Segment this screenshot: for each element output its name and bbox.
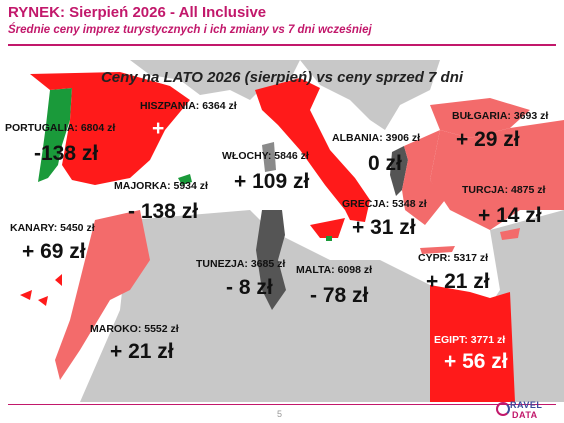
label-egipt: EGIPT: 3771 zł: [434, 334, 506, 346]
change-maroko: + 21 zł: [110, 340, 174, 363]
label-cypr: CYPR: 5317 zł: [418, 252, 489, 264]
mediterranean-map: [0, 60, 564, 402]
region-majorka: [178, 174, 192, 185]
label-maroko: MAROKO: 5552 zł: [90, 323, 179, 335]
label-malta: MALTA: 6098 zł: [296, 264, 373, 276]
change-bulgaria: + 29 zł: [456, 128, 520, 151]
label-bulgaria: BUŁGARIA: 3693 zł: [452, 110, 549, 122]
logo-text-1: RAVEL: [510, 400, 543, 410]
region-kanary-3: [55, 274, 62, 286]
map-title: Ceny na LATO 2026 (sierpień) vs ceny spr…: [100, 69, 464, 86]
region-maroko: [55, 210, 150, 380]
label-turcja: TURCJA: 4875 zł: [462, 184, 546, 196]
region-kanary-1: [20, 290, 32, 300]
change-tunezja: - 8 zł: [226, 276, 273, 299]
change-hiszpania: + 147 zł: [152, 117, 228, 140]
region-albania: [390, 146, 408, 196]
label-majorka: MAJORKA: 5934 zł: [114, 180, 208, 192]
page-subtitle: Średnie ceny imprez turystycznych i ich …: [8, 24, 372, 36]
region-malta: [326, 236, 332, 241]
label-tunezja: TUNEZJA: 3685 zł: [196, 258, 286, 270]
map-svg: [0, 60, 564, 402]
header-divider: [8, 44, 556, 46]
land-balkans: [300, 60, 440, 130]
change-majorka: - 138 zł: [128, 200, 199, 223]
region-portugalia: [38, 88, 72, 182]
label-kanary: KANARY: 5450 zł: [10, 222, 95, 234]
label-hiszpania: HISZPANIA: 6364 zł: [140, 100, 237, 112]
travel-data-logo: RAVEL DATA: [496, 400, 558, 422]
change-wlochy: + 109 zł: [234, 170, 310, 193]
change-cypr: + 21 zł: [426, 270, 490, 293]
label-grecja: GRECJA: 5348 zł: [342, 198, 427, 210]
change-kanary: + 69 zł: [22, 240, 86, 263]
region-kanary-2: [38, 296, 48, 306]
logo-circle-icon: [496, 402, 510, 416]
change-egipt: + 56 zł: [444, 350, 508, 373]
region-grecja: [402, 130, 445, 225]
region-bulgaria: [430, 98, 530, 138]
land-north-africa: [80, 210, 430, 402]
region-tunezja: [256, 210, 286, 310]
label-albania: ALBANIA: 3906 zł: [332, 132, 421, 144]
page-title: RYNEK: Sierpień 2026 - All Inclusive: [8, 4, 267, 21]
label-portugalia: PORTUGALIA: 6804 zł: [5, 122, 116, 134]
change-albania: 0 zł: [368, 152, 402, 175]
region-sardynia: [262, 142, 276, 172]
region-egipt: [430, 285, 515, 402]
footer-divider: [8, 404, 556, 405]
change-portugalia: -138 zł: [34, 142, 99, 165]
region-kreta: [420, 246, 455, 254]
region-turcja: [430, 120, 564, 230]
label-wlochy: WŁOCHY: 5846 zł: [222, 150, 309, 162]
page-number: 5: [277, 409, 283, 419]
region-cypr: [500, 228, 520, 240]
region-wlochy: [255, 78, 370, 222]
region-sycylia: [310, 218, 345, 238]
logo-text-2: DATA: [512, 410, 538, 420]
change-malta: - 78 zł: [310, 284, 369, 307]
region-hiszpania: [30, 72, 190, 185]
change-grecja: + 31 zł: [352, 216, 416, 239]
change-turcja: + 14 zł: [478, 204, 542, 227]
